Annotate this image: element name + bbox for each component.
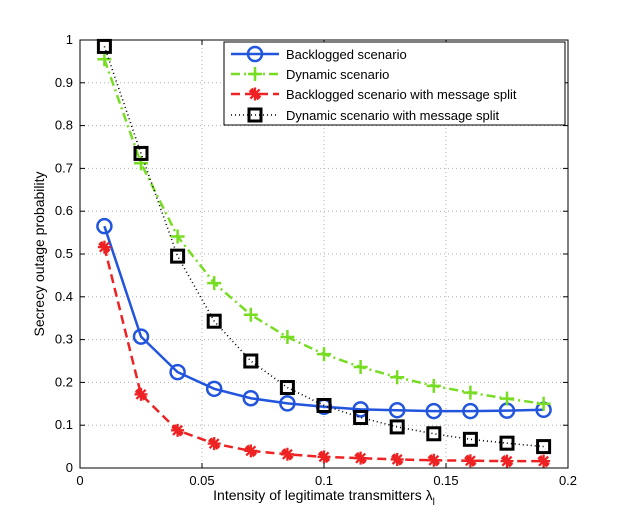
series-dynamic-scenario-with-message-split xyxy=(96,38,552,455)
data-point-dynamic-scenario xyxy=(280,330,295,345)
legend-label-backlogged-scenario: Backlogged scenario xyxy=(286,47,407,62)
y-tick-label: 0.6 xyxy=(55,203,73,218)
data-point-backlogged-scenario xyxy=(96,217,113,235)
y-tick-label: 0.1 xyxy=(55,417,73,432)
data-point-backlogged-scenario-with-message-split xyxy=(280,447,294,461)
data-point-backlogged-scenario-with-message-split xyxy=(171,423,185,437)
data-point-dynamic-scenario-with-message-split xyxy=(170,248,186,264)
y-tick-label: 0.7 xyxy=(55,160,73,175)
x-tick-label: 0.2 xyxy=(559,473,577,488)
data-point-backlogged-scenario xyxy=(169,363,186,381)
series-backlogged-scenario xyxy=(96,217,552,420)
data-point-backlogged-scenario xyxy=(279,395,296,412)
data-point-dynamic-scenario xyxy=(500,391,514,406)
y-tick-label: 0 xyxy=(66,460,73,475)
data-point-backlogged-scenario xyxy=(132,328,150,345)
data-point-dynamic-scenario-with-message-split xyxy=(133,145,149,161)
data-point-backlogged-scenario-with-message-split xyxy=(463,454,477,468)
x-tick-label: 0 xyxy=(76,473,83,488)
data-point-dynamic-scenario xyxy=(97,52,112,67)
x-axis-label: Intensity of legitimate transmitters λl xyxy=(213,487,435,508)
series-backlogged-scenario-with-message-split xyxy=(97,240,551,468)
data-point-backlogged-scenario-with-message-split xyxy=(134,387,148,401)
data-point-backlogged-scenario xyxy=(425,402,443,420)
y-tick-label: 0.5 xyxy=(55,246,73,261)
legend-entry-dynamic-scenario-with-message-split: Dynamic scenario with message split xyxy=(231,107,500,123)
y-axis-label: Secrecy outage probability xyxy=(31,172,47,337)
legend-label-dynamic-scenario: Dynamic scenario xyxy=(286,67,389,82)
data-point-dynamic-scenario xyxy=(317,347,331,362)
legend-marker-dynamic-scenario xyxy=(248,67,262,81)
data-point-backlogged-scenario-with-message-split xyxy=(354,451,368,465)
grid xyxy=(80,40,568,468)
legend-box xyxy=(223,41,566,126)
data-point-backlogged-scenario-with-message-split xyxy=(317,450,331,464)
data-point-dynamic-scenario xyxy=(207,276,222,291)
x-axis-label-subscript: l xyxy=(433,497,435,508)
data-point-backlogged-scenario xyxy=(352,401,369,418)
data-point-dynamic-scenario xyxy=(170,229,185,244)
y-tick-label: 1 xyxy=(66,32,73,47)
data-point-backlogged-scenario xyxy=(462,402,479,420)
x-axis-label-main: Intensity of legitimate transmitters λ xyxy=(213,487,432,503)
series-dynamic-scenario xyxy=(97,52,551,411)
legend-entry-backlogged-scenario: Backlogged scenario xyxy=(231,45,407,63)
data-point-backlogged-scenario xyxy=(242,389,260,407)
data-point-backlogged-scenario-with-message-split xyxy=(97,240,111,254)
x-tick-label: 0.15 xyxy=(433,473,458,488)
data-point-backlogged-scenario-with-message-split xyxy=(207,437,221,451)
y-tick-label: 0.3 xyxy=(55,332,73,347)
y-tick-label: 0.9 xyxy=(55,75,73,90)
data-point-backlogged-scenario-with-message-split xyxy=(537,454,551,468)
data-point-dynamic-scenario-with-message-split xyxy=(499,435,515,451)
legend-entry-backlogged-scenario-with-message-split: Backlogged scenario with message split xyxy=(231,87,517,102)
data-point-dynamic-scenario-with-message-split xyxy=(353,409,369,425)
legend-marker-backlogged-scenario xyxy=(246,45,264,63)
data-point-dynamic-scenario-with-message-split xyxy=(243,353,259,369)
legend-marker-backlogged-scenario-with-message-split xyxy=(248,87,262,101)
data-point-dynamic-scenario xyxy=(353,359,368,374)
y-tick-label: 0.8 xyxy=(55,118,73,133)
data-point-backlogged-scenario-with-message-split xyxy=(427,453,441,467)
data-point-dynamic-scenario xyxy=(390,370,405,385)
data-point-dynamic-scenario-with-message-split xyxy=(316,398,332,414)
data-point-backlogged-scenario-with-message-split xyxy=(500,454,514,468)
data-point-dynamic-scenario xyxy=(426,378,441,393)
series-layer xyxy=(96,38,552,468)
ticks-layer: 0 0.05 0.1 0.15 0.2 0 0.1 0.2 0.3 0.4 0.5 0.6 0.7 0.8… xyxy=(55,32,577,488)
data-point-dynamic-scenario-with-message-split xyxy=(426,426,442,442)
legend-label-dynamic-scenario-with-message-split: Dynamic scenario with message split xyxy=(286,108,500,123)
data-point-backlogged-scenario-with-message-split xyxy=(390,452,404,466)
legend-label-backlogged-scenario-with-message-split: Backlogged scenario with message split xyxy=(286,87,517,102)
data-point-backlogged-scenario xyxy=(205,380,223,398)
data-point-dynamic-scenario xyxy=(243,307,258,322)
y-tick-label: 0.2 xyxy=(55,374,73,389)
legend: Backlogged scenario Dynamic scenario Backl… xyxy=(223,41,566,126)
legend-entry-dynamic-scenario: Dynamic scenario xyxy=(231,67,389,82)
y-tick-label: 0.4 xyxy=(55,289,73,304)
data-point-backlogged-scenario xyxy=(388,401,406,419)
series-line-backlogged-scenario xyxy=(103,225,544,413)
data-point-dynamic-scenario-with-message-split xyxy=(206,313,222,329)
x-tick-label: 0.1 xyxy=(315,473,333,488)
data-point-dynamic-scenario xyxy=(536,396,551,411)
data-point-dynamic-scenario-with-message-split xyxy=(279,380,295,396)
data-point-dynamic-scenario xyxy=(463,385,478,400)
data-point-dynamic-scenario-with-message-split xyxy=(536,439,552,455)
series-line-dynamic-scenario-with-message-split xyxy=(103,46,544,448)
x-tick-label: 0.05 xyxy=(189,473,214,488)
data-point-dynamic-scenario-with-message-split xyxy=(389,419,405,435)
data-point-backlogged-scenario-with-message-split xyxy=(244,444,258,458)
legend-marker-dynamic-scenario-with-message-split xyxy=(247,107,263,123)
data-point-dynamic-scenario-with-message-split xyxy=(462,431,478,447)
